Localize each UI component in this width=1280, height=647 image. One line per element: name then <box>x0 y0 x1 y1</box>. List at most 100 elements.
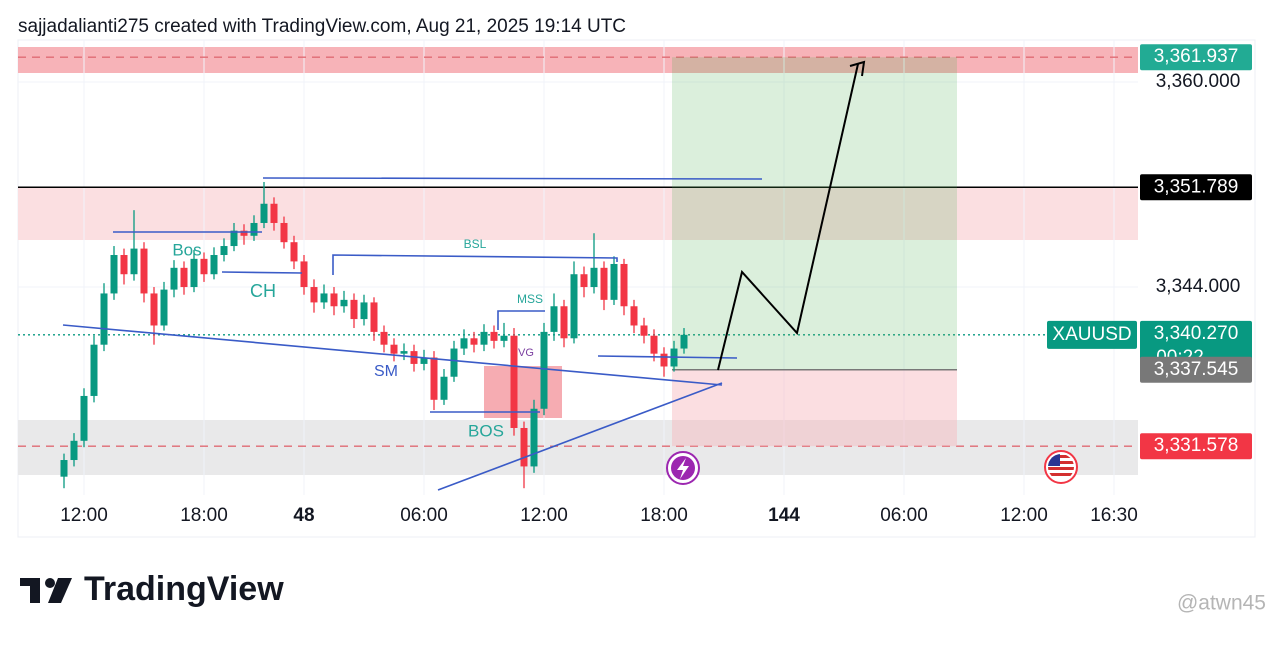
candles <box>60 181 688 489</box>
loss-zone <box>672 369 957 447</box>
annotation: BSL <box>464 237 487 251</box>
symbol-label: XAUUSD <box>1052 324 1131 345</box>
candle-body <box>380 331 388 345</box>
candle-body <box>120 255 128 275</box>
candle-body <box>250 222 258 236</box>
flag-stripe <box>1048 455 1074 458</box>
candle-body <box>660 353 668 367</box>
candle-body <box>540 331 548 409</box>
candle-body <box>590 267 598 288</box>
candle-body <box>600 267 608 300</box>
candle-body <box>320 293 328 303</box>
candle-body <box>60 460 68 477</box>
candle-body <box>440 376 448 400</box>
price-tag-label: 3,340.270 <box>1154 323 1239 344</box>
candle-body <box>570 274 578 339</box>
candle-body <box>140 248 148 294</box>
x-tick-label: 06:00 <box>400 505 448 526</box>
position-box <box>672 57 957 447</box>
chart-frame <box>17 39 1256 538</box>
candle-body <box>80 395 88 441</box>
x-tick-label: 18:00 <box>180 505 228 526</box>
price-tags: 3,361.9373,351.7893,340.27000:22XAUUSD3,… <box>1047 44 1252 460</box>
candle-body <box>620 263 628 307</box>
candle-body <box>370 302 378 332</box>
bsl-line <box>332 254 618 275</box>
x-tick-label: 16:30 <box>1090 505 1138 526</box>
candle-body <box>210 255 218 275</box>
candle-body <box>130 248 138 275</box>
price-tag <box>1140 433 1252 460</box>
candle-body <box>360 302 368 320</box>
annotation: CH <box>250 281 276 301</box>
candle-body <box>390 344 398 354</box>
candle-body <box>240 230 248 236</box>
candle-body <box>500 335 508 341</box>
candle-body <box>420 357 428 364</box>
mss-line <box>497 310 545 330</box>
logo-slash <box>48 578 72 603</box>
annotations: Bos CH BSL MSS SM VG BOS <box>172 237 543 440</box>
y-tick-label: 3,360.000 <box>1156 71 1241 92</box>
annotation: Bos <box>172 240 201 259</box>
candle-body <box>530 408 538 467</box>
candle-body <box>430 357 438 400</box>
candle-body <box>640 325 648 336</box>
x-tick-label: 12:00 <box>60 505 108 526</box>
candle-body <box>340 299 348 307</box>
trend-line <box>62 324 723 386</box>
x-tick-label: 48 <box>293 505 314 526</box>
fvg-box <box>484 366 562 418</box>
candle-body <box>270 203 278 223</box>
logo-dot <box>45 578 55 588</box>
watermark: @atwn45 <box>1177 592 1266 615</box>
candle-body <box>260 203 268 223</box>
candle-body <box>310 287 318 303</box>
price-tag-label: 3,361.937 <box>1154 46 1239 67</box>
price-tag <box>1140 44 1252 71</box>
high-line <box>262 177 763 180</box>
flag-stripe <box>1048 461 1074 464</box>
candle-body <box>150 293 158 326</box>
logo: TradingView <box>20 570 284 608</box>
price-tag <box>1140 356 1252 383</box>
candle-body <box>170 267 178 290</box>
drawings <box>62 60 866 491</box>
candle-body <box>580 274 588 288</box>
x-tick-label: 06:00 <box>880 505 928 526</box>
candle-body <box>200 258 208 275</box>
annotation: MSS <box>517 292 543 306</box>
us-flag <box>1048 454 1074 480</box>
logo-stem <box>30 578 40 603</box>
candle-body <box>160 289 168 326</box>
ch-line <box>221 271 303 274</box>
candle-body <box>300 261 308 288</box>
price-tag <box>1140 174 1252 201</box>
zones <box>18 47 1138 475</box>
trend-line-2 <box>437 382 723 491</box>
price-tag-label: 3,331.578 <box>1154 435 1239 456</box>
annotation: VG <box>518 347 534 359</box>
x-tick-label: 12:00 <box>520 505 568 526</box>
projection-arrow <box>717 63 859 371</box>
y-tick-label: 3,344.000 <box>1156 276 1241 297</box>
candle-body <box>110 255 118 294</box>
candle-body <box>290 242 298 262</box>
x-tick-label: 18:00 <box>640 505 688 526</box>
candle-body <box>90 344 98 396</box>
candle-body <box>490 331 498 341</box>
flag-stripe <box>1048 473 1074 476</box>
lightning <box>677 458 689 479</box>
candle-body <box>610 263 618 300</box>
header: sajjadalianti275 created with TradingVie… <box>18 16 626 37</box>
price-tag-label: 3,337.545 <box>1154 359 1239 380</box>
candle-body <box>220 246 228 256</box>
candle-body <box>450 348 458 377</box>
candle-body <box>510 335 518 428</box>
candle-body <box>70 440 78 461</box>
demand-zone <box>18 420 1138 475</box>
event-icons <box>666 450 1078 485</box>
candle-body <box>470 338 478 345</box>
candle-body <box>280 222 288 243</box>
